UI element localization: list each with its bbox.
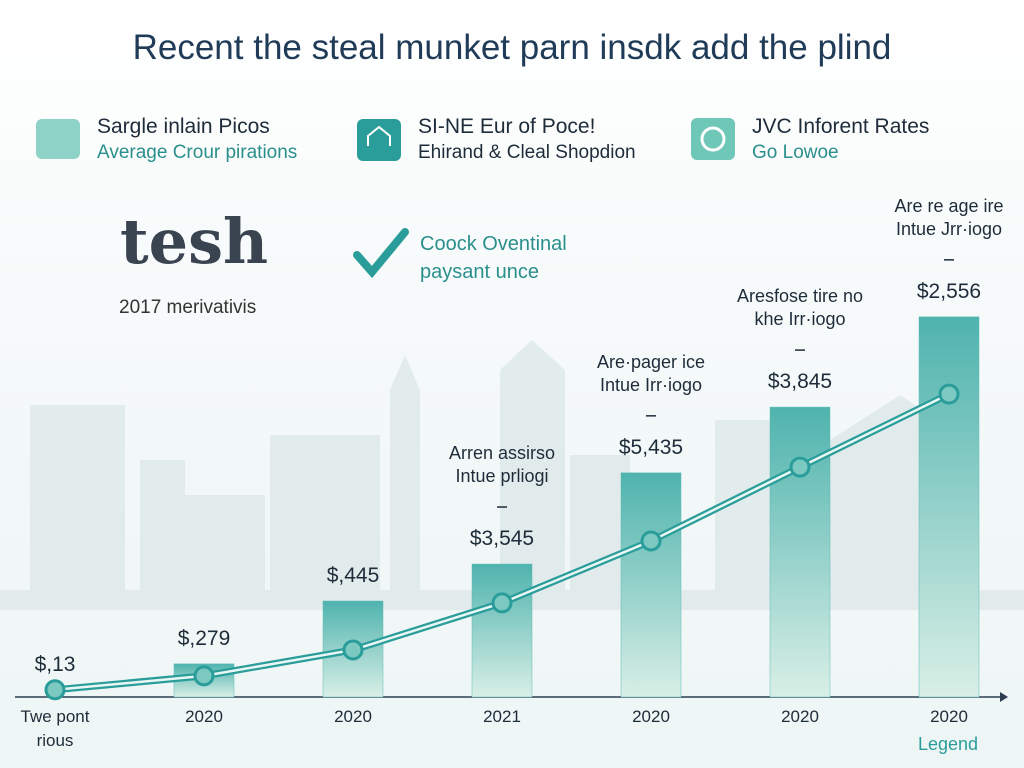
axis-arrow — [1000, 692, 1008, 702]
note: Arren assirso — [448, 443, 556, 464]
check-icon — [353, 228, 409, 279]
feature-subtitle: Go Lowoe — [752, 142, 839, 163]
x-tick-label: 2021 — [483, 707, 521, 726]
bar — [620, 472, 682, 698]
note: Aresfose tire no — [736, 286, 864, 307]
icon-gear-glyph — [700, 126, 726, 152]
note: Are·pager ice — [596, 351, 706, 372]
title: Recent the steal munket parn insdk add t… — [132, 28, 892, 67]
price-label: $3,845 — [767, 370, 833, 394]
line-point — [938, 383, 960, 405]
line-point — [640, 530, 662, 552]
bar — [769, 406, 831, 698]
callout: Coock Oventinal paysant unce — [420, 233, 567, 283]
price-label: $3,545 — [469, 527, 535, 551]
price-label: $5,435 — [618, 435, 684, 459]
feature-title: JVC Inforent Rates — [752, 115, 930, 138]
feature-subtitle: Ehirand & Cleal Shopdion — [418, 142, 636, 163]
icon-list — [36, 119, 80, 159]
logo: tesh — [120, 205, 269, 278]
x-tick-label: 2020 — [930, 707, 968, 726]
x-tick-label: 2020 — [781, 707, 819, 726]
icon-gear — [691, 118, 735, 160]
feature-title: SI-NE Eur of Poce! — [418, 115, 596, 138]
line-point — [491, 592, 513, 614]
bar — [471, 563, 533, 698]
x-tick-label: 2020 — [185, 707, 223, 726]
price-label: $,13 — [34, 652, 76, 676]
note: Are re age ire — [894, 195, 1004, 216]
bar — [918, 316, 980, 698]
note: Intue Jrr·iogo — [895, 218, 1003, 239]
feature-title: Sargle inlain Picos — [97, 115, 270, 138]
x-tick-label: 2020 — [334, 707, 372, 726]
note: Intue Irr·iogo — [599, 374, 703, 395]
line-point — [44, 679, 66, 701]
note: khe Irr·iogo — [754, 309, 846, 330]
icon-home-glyph — [367, 125, 391, 146]
icon-home — [357, 119, 401, 161]
feature-subtitle: Average Crour pirations — [97, 142, 298, 163]
legend: Legend — [918, 734, 979, 754]
x-tick-label: Twe pont rious — [20, 707, 90, 750]
note: Intue prliogi — [455, 466, 549, 487]
line-point — [342, 639, 364, 661]
logo-caption: 2017 merivativis — [119, 297, 257, 318]
line-point — [193, 665, 215, 687]
line-point — [789, 456, 811, 478]
price-label: $,445 — [326, 564, 380, 587]
price-label: $,279 — [177, 626, 231, 650]
x-tick-label: 2020 — [632, 707, 670, 726]
price-label: $2,556 — [916, 279, 982, 303]
